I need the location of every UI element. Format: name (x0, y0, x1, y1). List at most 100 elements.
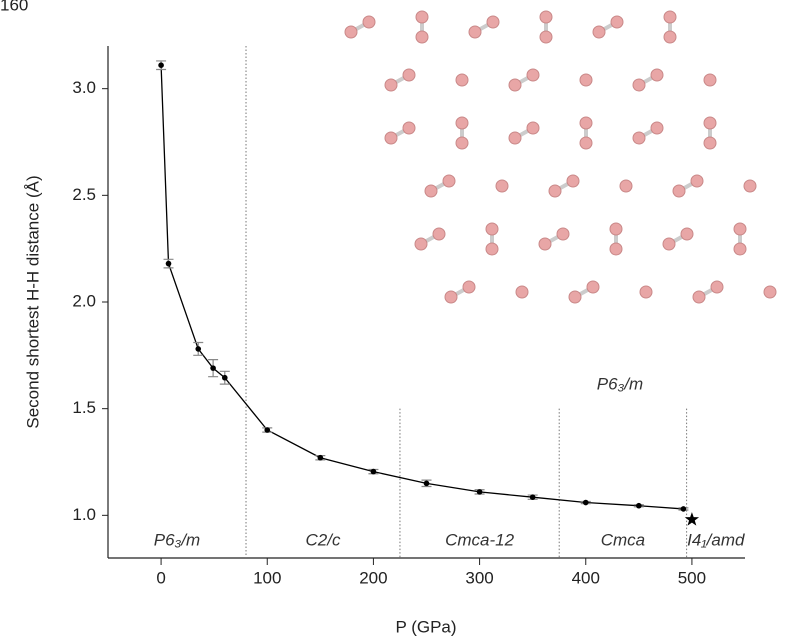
atom (526, 121, 540, 135)
atom (508, 131, 522, 145)
atom (703, 73, 717, 87)
atom (442, 174, 456, 188)
inset-label: P6₃/m (597, 374, 643, 393)
atom (414, 237, 428, 251)
atom (468, 25, 482, 39)
y-tick-label: 2.5 (72, 185, 96, 204)
atom (508, 78, 522, 92)
data-point (221, 374, 228, 381)
atom (415, 10, 429, 24)
inset-structure (344, 10, 777, 304)
atom (568, 290, 582, 304)
atom (495, 179, 509, 193)
data-point (476, 489, 483, 495)
x-tick-label: 400 (572, 568, 600, 587)
atom (743, 179, 757, 193)
atom (485, 222, 499, 236)
atom (444, 290, 458, 304)
atom (362, 15, 376, 29)
phase-label: Cmca (601, 530, 645, 549)
atom (639, 285, 653, 299)
star-marker (684, 512, 700, 526)
atom (586, 280, 600, 294)
phase-label: I4₁/amd (687, 530, 745, 549)
atom (566, 174, 580, 188)
y-tick-label: 1.5 (72, 398, 96, 417)
atom (663, 30, 677, 44)
atom (526, 68, 540, 82)
corner-text: 160 (0, 0, 28, 14)
atom (632, 131, 646, 145)
data-point (165, 260, 172, 267)
x-tick-label: 0 (156, 568, 165, 587)
atom (462, 280, 476, 294)
atom (733, 222, 747, 236)
atom (690, 174, 704, 188)
y-axis-label: Second shortest H-H distance (Å) (23, 175, 42, 428)
phase-label: C2/c (306, 530, 341, 549)
atom (402, 68, 416, 82)
phase-label: Cmca-12 (445, 530, 515, 549)
atom (384, 131, 398, 145)
data-point (423, 480, 430, 487)
atom (486, 15, 500, 29)
atom (672, 184, 686, 198)
data-point (195, 346, 202, 352)
atom (539, 10, 553, 24)
data-point (529, 494, 536, 501)
data-point (680, 506, 687, 512)
atom (662, 237, 676, 251)
atom (703, 136, 717, 150)
atom (579, 136, 593, 150)
atom (609, 242, 623, 256)
x-tick-label: 100 (253, 568, 281, 587)
y-tick-label: 3.0 (72, 78, 96, 97)
x-axis-label: P (GPa) (395, 617, 456, 636)
atom (556, 227, 570, 241)
atom (485, 242, 499, 256)
atom (455, 73, 469, 87)
atom (619, 179, 633, 193)
atom (455, 136, 469, 150)
x-tick-label: 300 (465, 568, 493, 587)
atom (710, 280, 724, 294)
atom (539, 30, 553, 44)
atom (415, 30, 429, 44)
atom (579, 116, 593, 130)
atom (538, 237, 552, 251)
x-tick-label: 500 (678, 568, 706, 587)
data-point (317, 454, 324, 461)
atom (432, 227, 446, 241)
atom (424, 184, 438, 198)
atom (632, 78, 646, 92)
atom (650, 68, 664, 82)
phase-label: P6₃/m (154, 530, 200, 549)
atom (733, 242, 747, 256)
y-tick-label: 1.0 (72, 505, 96, 524)
data-point (636, 502, 642, 509)
atom (650, 121, 664, 135)
atom (455, 116, 469, 130)
atom (763, 285, 777, 299)
atom (548, 184, 562, 198)
data-point (158, 62, 164, 68)
atom (384, 78, 398, 92)
atom (402, 121, 416, 135)
atom (680, 227, 694, 241)
atom (692, 290, 706, 304)
atom (610, 15, 624, 29)
data-line (160, 65, 684, 510)
atom (592, 25, 606, 39)
data-point (370, 468, 377, 475)
atom (579, 73, 593, 87)
data-point (264, 427, 271, 433)
x-tick-label: 200 (359, 568, 387, 587)
y-tick-label: 2.0 (72, 291, 96, 310)
atom (609, 222, 623, 236)
data-point (582, 499, 589, 506)
atom (515, 285, 529, 299)
atom (703, 116, 717, 130)
data-point (210, 365, 216, 371)
atom (344, 25, 358, 39)
